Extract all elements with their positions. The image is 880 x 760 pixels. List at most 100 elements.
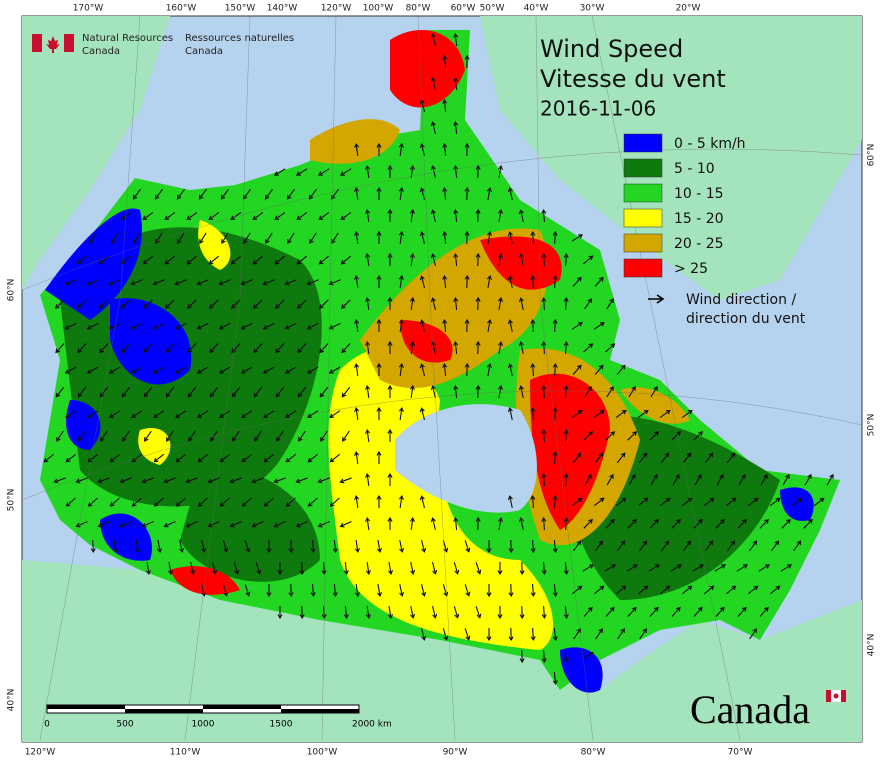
wind-arrow [595, 540, 604, 552]
scale-label: 1500 [270, 720, 293, 730]
wind-arrow [175, 453, 187, 463]
wind-arrow [86, 322, 99, 330]
wind-arrow [320, 430, 328, 442]
zone-over-25 [400, 320, 453, 363]
wind-arrow [218, 322, 231, 330]
wind-arrow [99, 343, 109, 354]
wind-arrow [53, 477, 66, 484]
wind-arrow [153, 497, 164, 507]
wind-arrow [65, 453, 77, 463]
scale-segment [47, 705, 125, 709]
wind-arrow [552, 627, 558, 642]
wind-arrow [175, 497, 186, 507]
wind-arrow [87, 410, 99, 418]
wind-arrow [628, 386, 636, 398]
wind-arrow [583, 255, 594, 265]
wind-arrow [365, 209, 371, 223]
wind-arrow [760, 473, 768, 486]
scale-segment [203, 705, 281, 709]
wind-arrow [220, 188, 229, 200]
wind-arrow [419, 275, 425, 288]
wind-arrow [318, 255, 329, 265]
wind-arrow [582, 564, 594, 572]
wind-arrow [112, 539, 118, 554]
wind-arrow [64, 279, 77, 286]
wind-arrow [212, 562, 218, 575]
wordmark-flag [825, 689, 847, 703]
wind-arrow [243, 232, 251, 244]
wind-arrow [737, 606, 747, 617]
wind-arrow [263, 453, 275, 463]
wind-arrow [508, 583, 514, 598]
wind-arrow [584, 473, 592, 486]
wind-arrow [464, 54, 470, 69]
wind-arrow [221, 232, 229, 244]
wind-arrow [605, 606, 615, 617]
zone-15-20 [198, 220, 231, 270]
wind-arrow [670, 564, 682, 572]
graticule-labels: 170°W 160°W 150°W 140°W 120°W 100°W 80°W 60°W 50… [7, 4, 877, 758]
wind-arrow [207, 521, 220, 528]
wordmark: Canada [690, 687, 810, 732]
wind-arrow [626, 564, 638, 572]
wind-arrow [616, 585, 627, 595]
wind-arrow [163, 477, 176, 484]
wind-arrow [354, 495, 360, 509]
wind-arrow [780, 564, 792, 572]
wind-arrow [498, 385, 503, 399]
wind-arrow [265, 232, 273, 244]
wind-arrow [121, 386, 131, 398]
wind-arrow [398, 231, 404, 245]
wind-arrow [661, 540, 670, 552]
wind-arrow [339, 521, 352, 528]
wind-arrow [297, 343, 307, 354]
wind-arrow [453, 32, 459, 47]
wind-arrow [530, 318, 536, 333]
wind-arrow [409, 341, 415, 355]
wind-arrow [75, 477, 88, 484]
wind-arrow [464, 628, 471, 641]
wind-arrow [616, 364, 626, 375]
wind-arrow [748, 585, 759, 595]
maple-leaf [46, 36, 60, 53]
wind-arrow [419, 407, 425, 420]
wind-arrow [164, 255, 175, 265]
wind-arrow [584, 386, 592, 398]
wind-arrow [605, 343, 616, 353]
legend-label: 10 - 15 [674, 186, 724, 202]
wind-arrow [593, 497, 605, 507]
wind-arrow [354, 143, 360, 157]
wind-arrow [343, 605, 349, 620]
longitude-label: 120°W [25, 748, 56, 758]
wind-arrow [530, 362, 536, 377]
wind-arrow [604, 564, 616, 572]
wind-arrow [464, 142, 470, 157]
wind-arrow [328, 366, 341, 374]
legend: Wind direction / direction du vent 0 - 5… [623, 133, 806, 327]
wind-arrow [594, 276, 604, 287]
agency-en: Natural Resources [82, 33, 173, 44]
wind-arrow [64, 366, 77, 374]
wind-arrow [453, 562, 460, 575]
wind-arrow [606, 473, 614, 486]
wind-arrow [240, 279, 253, 286]
wind-arrow [299, 605, 305, 620]
wind-arrow [285, 497, 296, 507]
wind-arrow [365, 429, 371, 443]
longitude-label: 20°W [676, 4, 701, 14]
wind-arrow [563, 649, 569, 664]
wind-arrow [152, 279, 165, 286]
wind-arrow [387, 516, 393, 530]
wind-arrow [409, 297, 415, 311]
wind-arrow [340, 168, 352, 176]
graticule-line [21, 148, 863, 291]
wind-arrow [274, 299, 285, 309]
wind-arrow [186, 299, 197, 309]
wind-arrow [453, 296, 459, 311]
wind-arrow [725, 497, 737, 507]
wind-arrow [563, 428, 569, 443]
wind-arrow [318, 168, 330, 176]
wind-arrow [573, 540, 582, 552]
wind-arrow [771, 540, 780, 552]
wind-arrow [330, 188, 339, 200]
